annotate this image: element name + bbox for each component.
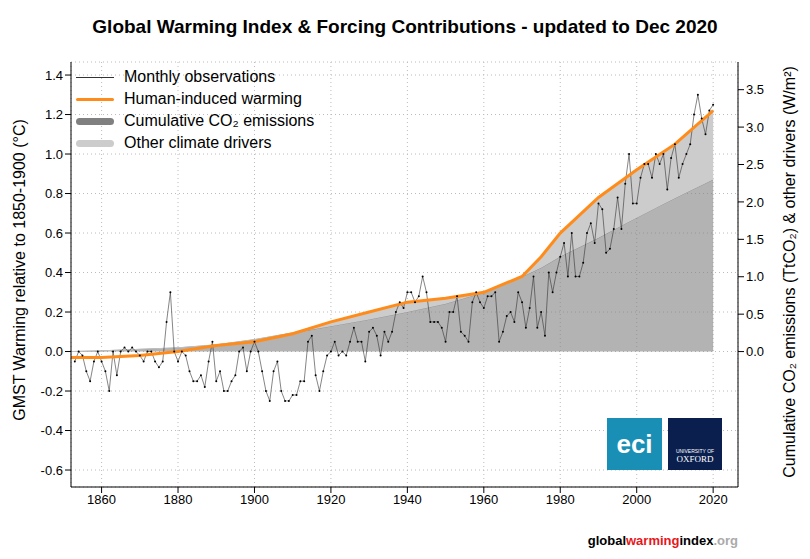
svg-text:1.2: 1.2 [45,107,63,122]
html-text:OXFORD: OXFORD [676,454,714,464]
html-text:Global Warming Index & Forcing: Global Warming Index & Forcing Contribut… [92,16,718,37]
svg-text:-0.4: -0.4 [41,423,63,438]
svg-text:1980: 1980 [546,492,575,507]
svg-text:2.5: 2.5 [746,157,764,172]
svg-text:0.6: 0.6 [45,226,63,241]
svg-text:1960: 1960 [469,492,498,507]
svg-text:-0.2: -0.2 [41,384,63,399]
html-text:Other climate drivers: Other climate drivers [124,134,272,151]
svg-text:1.0: 1.0 [45,147,63,162]
html-text:Human-induced warming: Human-induced warming [124,90,302,107]
svg-text:0.4: 0.4 [45,265,63,280]
svg-text:3.5: 3.5 [746,82,764,97]
svg-text:1920: 1920 [316,492,345,507]
svg-text:2020: 2020 [699,492,728,507]
svg-text:0.0: 0.0 [45,344,63,359]
svg-text:1.5: 1.5 [746,232,764,247]
html-text:Monthly observations: Monthly observations [124,68,276,85]
svg-text:1900: 1900 [240,492,269,507]
svg-text:1880: 1880 [164,492,193,507]
html-text:GMST Warming relative to 1850-: GMST Warming relative to 1850-1900 (°C) [11,119,28,421]
html-text:eci: eci [616,428,653,459]
svg-text:2.0: 2.0 [746,195,764,210]
svg-text:0.0: 0.0 [746,344,764,359]
html-text:Cumulative CO₂ emissions: Cumulative CO₂ emissions [124,112,315,129]
svg-text:1.4: 1.4 [45,68,63,83]
svg-text:0.5: 0.5 [746,307,764,322]
svg-text:2000: 2000 [622,492,651,507]
svg-text:-0.6: -0.6 [41,463,63,478]
svg-text:0.8: 0.8 [45,186,63,201]
svg-text:1940: 1940 [393,492,422,507]
html-text:Cumulative CO₂ emissions (TtCO: Cumulative CO₂ emissions (TtCO₂) & other… [781,66,798,478]
svg-text:1860: 1860 [87,492,116,507]
svg-text:1.0: 1.0 [746,269,764,284]
svg-text:3.0: 3.0 [746,120,764,135]
svg-text:0.2: 0.2 [45,305,63,320]
html-text:UNIVERSITY OF: UNIVERSITY OF [675,448,715,454]
html-text:global warming index.org: global warming index.org [587,533,738,548]
